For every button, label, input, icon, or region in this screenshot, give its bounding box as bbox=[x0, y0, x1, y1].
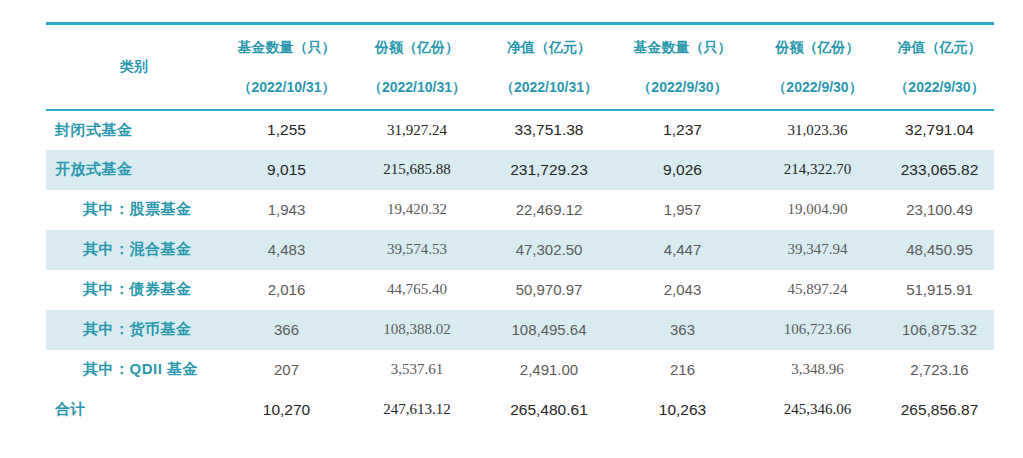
row-label: 开放式基金 bbox=[46, 150, 222, 190]
row-label: 其中：混合基金 bbox=[46, 230, 222, 270]
header-cell-stack: 份额（亿份） （2022/10/31） bbox=[351, 25, 483, 109]
cell-value: 33,751.38 bbox=[483, 110, 615, 150]
cell-value: 1,957 bbox=[615, 190, 750, 230]
cell-value: 51,915.91 bbox=[885, 270, 994, 310]
header-metric-label: 份额（亿份） bbox=[375, 39, 459, 57]
cell-value: 2,723.16 bbox=[885, 350, 994, 390]
header-metric-label: 份额（亿份） bbox=[776, 39, 860, 57]
header-cell: 基金数量（只） （2022/10/31） bbox=[222, 24, 351, 110]
row-label: 其中：股票基金 bbox=[46, 190, 222, 230]
header-date-label: （2022/9/30） bbox=[637, 79, 727, 97]
cell-value: 23,100.49 bbox=[885, 190, 994, 230]
cell-value: 363 bbox=[615, 310, 750, 350]
category-header-label: 类别 bbox=[120, 58, 148, 74]
header-cell: 基金数量（只） （2022/9/30） bbox=[615, 24, 750, 110]
row-label: 合计 bbox=[46, 390, 222, 430]
cell-value: 32,791.04 bbox=[885, 110, 994, 150]
row-label: 封闭式基金 bbox=[46, 110, 222, 150]
cell-value: 3,537.61 bbox=[351, 350, 483, 390]
fund-statistics-table-wrap: 类别 基金数量（只） （2022/10/31） 份额（亿份） （2022/10/… bbox=[46, 22, 994, 430]
table-row: 其中：债券基金 2,016 44,765.40 50,970.97 2,043 … bbox=[46, 270, 994, 310]
header-cell: 净值（亿元） （2022/10/31） bbox=[483, 24, 615, 110]
cell-value: 215,685.88 bbox=[351, 150, 483, 190]
cell-value: 31,927.24 bbox=[351, 110, 483, 150]
cell-value: 265,856.87 bbox=[885, 390, 994, 430]
header-cell-category: 类别 bbox=[46, 24, 222, 110]
cell-value: 106,723.66 bbox=[750, 310, 885, 350]
header-cell-stack: 净值（亿元） （2022/10/31） bbox=[483, 25, 615, 109]
table-row: 其中：股票基金 1,943 19,420.32 22,469.12 1,957 … bbox=[46, 190, 994, 230]
table-row: 封闭式基金 1,255 31,927.24 33,751.38 1,237 31… bbox=[46, 110, 994, 150]
cell-value: 9,026 bbox=[615, 150, 750, 190]
cell-value: 233,065.82 bbox=[885, 150, 994, 190]
cell-value: 44,765.40 bbox=[351, 270, 483, 310]
cell-value: 2,043 bbox=[615, 270, 750, 310]
table-body: 封闭式基金 1,255 31,927.24 33,751.38 1,237 31… bbox=[46, 110, 994, 430]
cell-value: 19,420.32 bbox=[351, 190, 483, 230]
cell-value: 39,347.94 bbox=[750, 230, 885, 270]
cell-value: 1,943 bbox=[222, 190, 351, 230]
header-cell-stack: 净值（亿元） （2022/9/30） bbox=[885, 25, 994, 109]
cell-value: 3,348.96 bbox=[750, 350, 885, 390]
cell-value: 108,388.02 bbox=[351, 310, 483, 350]
cell-value: 9,015 bbox=[222, 150, 351, 190]
cell-value: 48,450.95 bbox=[885, 230, 994, 270]
header-cell-stack: 基金数量（只） （2022/9/30） bbox=[615, 25, 750, 109]
cell-value: 22,469.12 bbox=[483, 190, 615, 230]
cell-value: 366 bbox=[222, 310, 351, 350]
row-label: 其中：债券基金 bbox=[46, 270, 222, 310]
cell-value: 31,023.36 bbox=[750, 110, 885, 150]
row-label: 其中：货币基金 bbox=[46, 310, 222, 350]
header-date-label: （2022/10/31） bbox=[368, 79, 466, 97]
header-cell-stack: 份额（亿份） （2022/9/30） bbox=[750, 25, 885, 109]
cell-value: 19,004.90 bbox=[750, 190, 885, 230]
header-date-label: （2022/10/31） bbox=[237, 79, 335, 97]
table-row: 开放式基金 9,015 215,685.88 231,729.23 9,026 … bbox=[46, 150, 994, 190]
table-row: 其中：货币基金 366 108,388.02 108,495.64 363 10… bbox=[46, 310, 994, 350]
cell-value: 4,447 bbox=[615, 230, 750, 270]
cell-value: 247,613.12 bbox=[351, 390, 483, 430]
header-cell: 份额（亿份） （2022/10/31） bbox=[351, 24, 483, 110]
cell-value: 106,875.32 bbox=[885, 310, 994, 350]
cell-value: 265,480.61 bbox=[483, 390, 615, 430]
header-metric-label: 净值（亿元） bbox=[507, 39, 591, 57]
cell-value: 1,237 bbox=[615, 110, 750, 150]
cell-value: 10,263 bbox=[615, 390, 750, 430]
header-metric-label: 基金数量（只） bbox=[634, 39, 732, 57]
cell-value: 207 bbox=[222, 350, 351, 390]
header-date-label: （2022/10/31） bbox=[500, 79, 598, 97]
table-row: 其中：混合基金 4,483 39,574.53 47,302.50 4,447 … bbox=[46, 230, 994, 270]
header-metric-label: 基金数量（只） bbox=[238, 39, 336, 57]
fund-statistics-table: 类别 基金数量（只） （2022/10/31） 份额（亿份） （2022/10/… bbox=[46, 22, 994, 430]
table-row: 其中：QDII 基金 207 3,537.61 2,491.00 216 3,3… bbox=[46, 350, 994, 390]
cell-value: 231,729.23 bbox=[483, 150, 615, 190]
cell-value: 45,897.24 bbox=[750, 270, 885, 310]
header-cell: 净值（亿元） （2022/9/30） bbox=[885, 24, 994, 110]
cell-value: 245,346.06 bbox=[750, 390, 885, 430]
cell-value: 39,574.53 bbox=[351, 230, 483, 270]
cell-value: 2,016 bbox=[222, 270, 351, 310]
header-date-label: （2022/9/30） bbox=[894, 79, 984, 97]
cell-value: 1,255 bbox=[222, 110, 351, 150]
header-cell-stack: 基金数量（只） （2022/10/31） bbox=[222, 25, 351, 109]
header-date-label: （2022/9/30） bbox=[772, 79, 862, 97]
header-cell: 份额（亿份） （2022/9/30） bbox=[750, 24, 885, 110]
cell-value: 216 bbox=[615, 350, 750, 390]
cell-value: 50,970.97 bbox=[483, 270, 615, 310]
cell-value: 4,483 bbox=[222, 230, 351, 270]
cell-value: 2,491.00 bbox=[483, 350, 615, 390]
row-label: 其中：QDII 基金 bbox=[46, 350, 222, 390]
cell-value: 10,270 bbox=[222, 390, 351, 430]
header-row: 类别 基金数量（只） （2022/10/31） 份额（亿份） （2022/10/… bbox=[46, 24, 994, 110]
cell-value: 214,322.70 bbox=[750, 150, 885, 190]
cell-value: 47,302.50 bbox=[483, 230, 615, 270]
cell-value: 108,495.64 bbox=[483, 310, 615, 350]
table-row: 合计 10,270 247,613.12 265,480.61 10,263 2… bbox=[46, 390, 994, 430]
header-metric-label: 净值（亿元） bbox=[898, 39, 982, 57]
